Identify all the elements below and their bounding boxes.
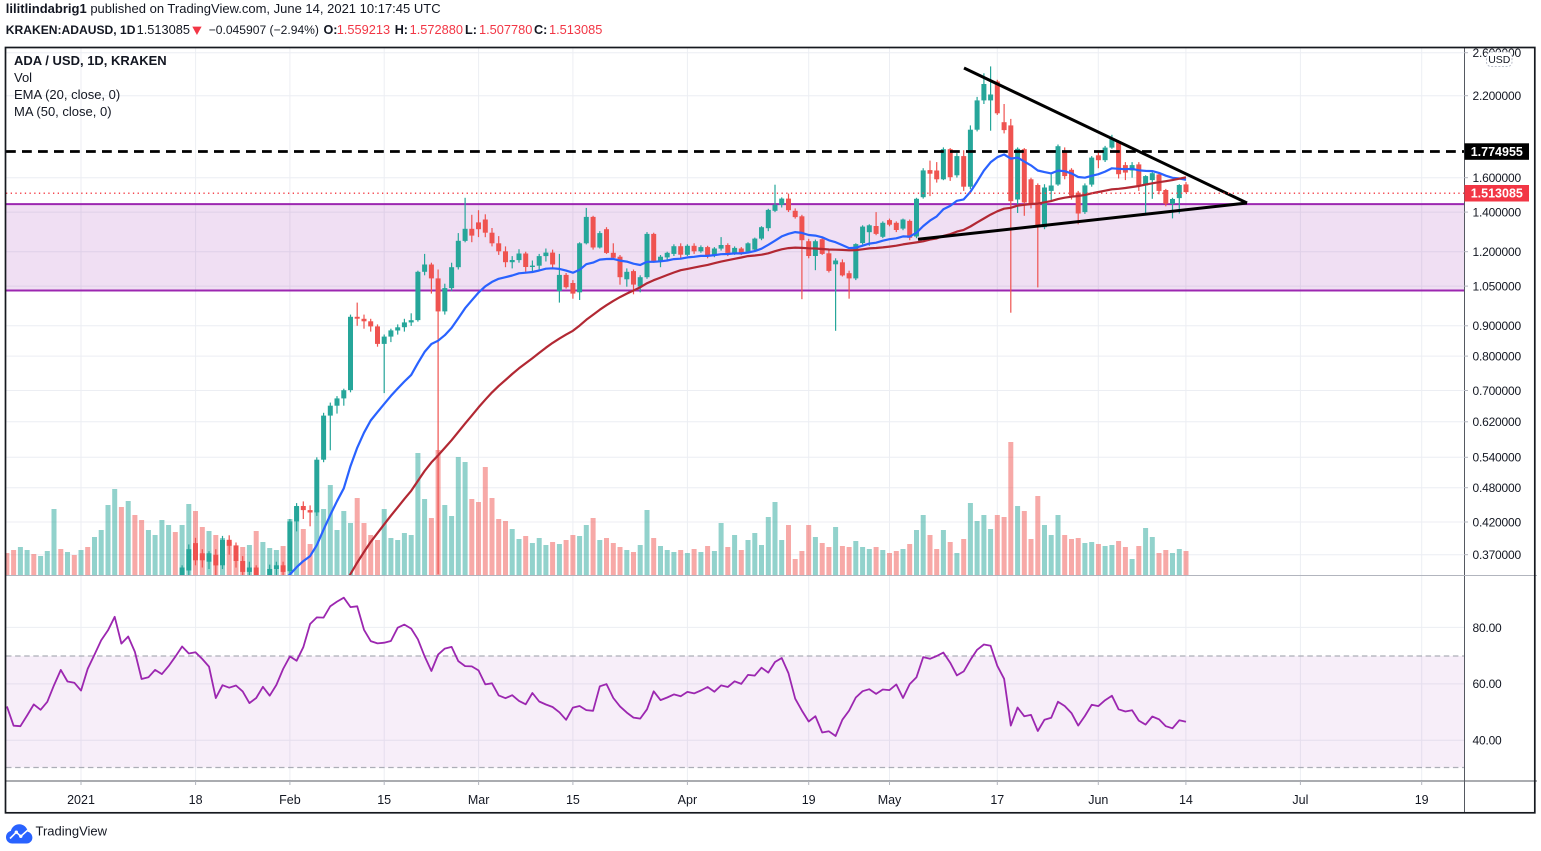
svg-text:17: 17 <box>990 793 1004 807</box>
svg-text:0.480000: 0.480000 <box>1473 481 1522 495</box>
svg-text:Jun: Jun <box>1088 793 1108 807</box>
svg-text:EMA (20, close, 0): EMA (20, close, 0) <box>14 87 120 102</box>
svg-text:19: 19 <box>802 793 816 807</box>
svg-text:Jul: Jul <box>1292 793 1308 807</box>
svg-text:H:: H: <box>395 23 408 37</box>
svg-text:18: 18 <box>189 793 203 807</box>
svg-text:0.700000: 0.700000 <box>1473 384 1522 398</box>
svg-text:1.050000: 1.050000 <box>1473 279 1522 293</box>
svg-text:1.572880: 1.572880 <box>410 22 463 37</box>
svg-text:Vol: Vol <box>14 70 32 85</box>
svg-text:40.00: 40.00 <box>1473 734 1503 748</box>
svg-text:L:: L: <box>465 23 477 37</box>
svg-text:2.200000: 2.200000 <box>1473 89 1522 103</box>
svg-text:1.559213: 1.559213 <box>337 22 390 37</box>
svg-text:Feb: Feb <box>279 793 301 807</box>
svg-text:Mar: Mar <box>468 793 490 807</box>
svg-text:ADA / USD, 1D, KRAKEN: ADA / USD, 1D, KRAKEN <box>14 53 167 68</box>
svg-text:19: 19 <box>1415 793 1429 807</box>
svg-text:2021: 2021 <box>67 793 95 807</box>
svg-text:lilitlindabrig1 published on T: lilitlindabrig1 published on TradingView… <box>6 1 441 16</box>
svg-text:−0.045907 (−2.94%): −0.045907 (−2.94%) <box>209 23 319 37</box>
svg-text:80.00: 80.00 <box>1473 621 1503 635</box>
svg-text:1.200000: 1.200000 <box>1473 245 1522 259</box>
svg-text:May: May <box>878 793 902 807</box>
svg-text:14: 14 <box>1179 793 1193 807</box>
svg-text:0.370000: 0.370000 <box>1473 548 1522 562</box>
svg-text:1.507780: 1.507780 <box>479 22 532 37</box>
svg-text:1.400000: 1.400000 <box>1473 205 1522 219</box>
svg-text:0.900000: 0.900000 <box>1473 319 1522 333</box>
svg-text:60.00: 60.00 <box>1473 677 1503 691</box>
svg-text:0.420000: 0.420000 <box>1473 515 1522 529</box>
svg-text:O:: O: <box>324 23 338 37</box>
svg-text:MA (50, close, 0): MA (50, close, 0) <box>14 104 112 119</box>
svg-text:1.513085: 1.513085 <box>137 22 190 37</box>
svg-text:USD: USD <box>1488 54 1511 66</box>
svg-text:15: 15 <box>377 793 391 807</box>
svg-text:0.540000: 0.540000 <box>1473 451 1522 465</box>
svg-text:1.513085: 1.513085 <box>1471 187 1523 201</box>
svg-text:1.774955: 1.774955 <box>1471 145 1523 159</box>
svg-text:Apr: Apr <box>678 793 697 807</box>
svg-text:TradingView: TradingView <box>36 824 108 839</box>
svg-text:C:: C: <box>534 23 547 37</box>
svg-text:KRAKEN:ADAUSD, 1D: KRAKEN:ADAUSD, 1D <box>6 23 136 37</box>
svg-text:0.800000: 0.800000 <box>1473 349 1522 363</box>
svg-text:0.620000: 0.620000 <box>1473 415 1522 429</box>
svg-text:1.513085: 1.513085 <box>549 22 602 37</box>
svg-text:15: 15 <box>566 793 580 807</box>
svg-text:1.600000: 1.600000 <box>1473 171 1522 185</box>
